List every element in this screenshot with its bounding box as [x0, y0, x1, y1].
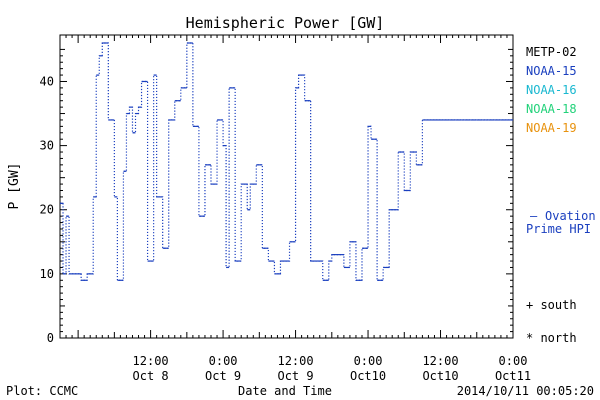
series-line-dotted — [60, 42, 513, 281]
x-tick-time-label: 12:00 — [133, 354, 169, 368]
x-tick-time-label: 0:00 — [354, 354, 383, 368]
y-axis: 0 10 20 30 40 — [40, 48, 513, 345]
ovation-legend: — Ovation Prime HPI — [526, 209, 596, 236]
x-tick-time-label: 12:00 — [277, 354, 313, 368]
y-axis-label: P [GW] — [7, 163, 22, 210]
legend-item: NOAA-19 — [526, 121, 577, 135]
y-tick-label: 20 — [40, 203, 54, 217]
y-tick-label: 10 — [40, 267, 54, 281]
x-axis-label: Date and Time — [238, 384, 332, 398]
x-tick-date-label: Oct10 — [422, 369, 458, 383]
north-marker-label: * north — [526, 331, 577, 345]
chart-title: Hemispheric Power [GW] — [186, 14, 385, 32]
legend-item: NOAA-18 — [526, 102, 577, 116]
x-tick-time-label: 12:00 — [422, 354, 458, 368]
south-marker-label: + south — [526, 298, 577, 312]
ovation-label-line2: Prime HPI — [526, 222, 591, 236]
x-tick-date-label: Oct 9 — [277, 369, 313, 383]
ovation-label-line1: Ovation — [545, 209, 596, 223]
y-tick-label: 0 — [47, 331, 54, 345]
legend-item: NOAA-15 — [526, 64, 577, 78]
x-tick-date-label: Oct 8 — [133, 369, 169, 383]
x-tick-date-label: Oct10 — [350, 369, 386, 383]
ovation-dash: — — [530, 209, 538, 223]
series-layer — [60, 42, 513, 281]
legend-item: NOAA-16 — [526, 83, 577, 97]
footer-plot-credit: Plot: CCMC — [6, 384, 78, 398]
legend: METP-02 NOAA-15 NOAA-16 NOAA-18 NOAA-19 — [526, 45, 577, 135]
x-tick-date-label: Oct 9 — [205, 369, 241, 383]
legend-item: METP-02 — [526, 45, 577, 59]
x-tick-date-label: Oct11 — [495, 369, 531, 383]
y-tick-label: 30 — [40, 139, 54, 153]
x-tick-time-label: 0:00 — [499, 354, 528, 368]
plot-frame — [59, 34, 514, 339]
x-tick-time-label: 0:00 — [209, 354, 238, 368]
footer-timestamp: 2014/10/11 00:05:20 — [457, 384, 594, 398]
y-tick-label: 40 — [40, 74, 54, 88]
